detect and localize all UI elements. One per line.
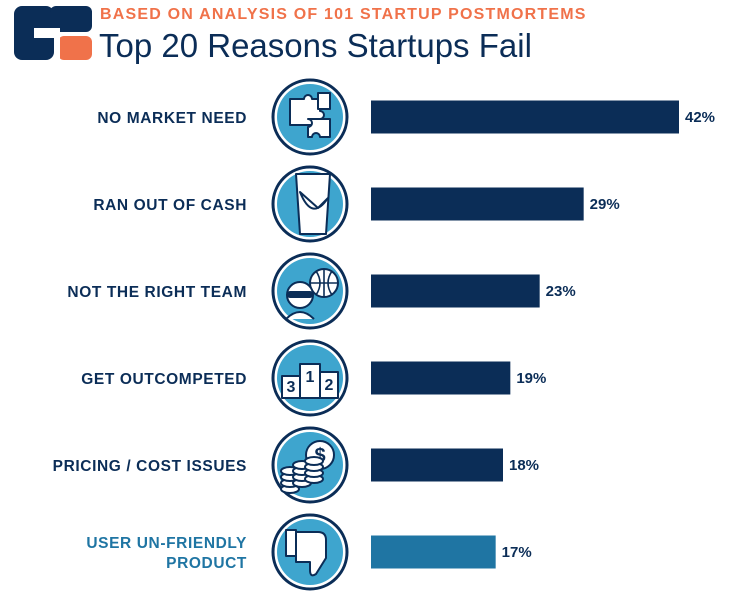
chart-title: Top 20 Reasons Startups Fail: [99, 27, 532, 64]
value-label: 42%: [685, 109, 715, 126]
category-label: GET OUTCOMPETED: [81, 371, 247, 388]
bar: [371, 187, 584, 221]
value-label: 23%: [546, 283, 576, 300]
podium-digit: 2: [325, 377, 334, 394]
bar: [371, 361, 511, 395]
value-label: 29%: [590, 196, 620, 213]
chart-subtitle: BASED ON ANALYSIS OF 101 STARTUP POSTMOR…: [100, 6, 587, 23]
category-label: NO MARKET NEED: [97, 110, 247, 127]
bar: [371, 274, 540, 308]
bar: [371, 448, 503, 482]
thumbs-down-icon: [271, 513, 349, 591]
logo-icon: [14, 6, 92, 60]
category-label: NOT THE RIGHT TEAM: [67, 284, 247, 301]
value-label: 18%: [509, 457, 539, 474]
value-label: 17%: [502, 544, 532, 561]
podium-digit: 1: [306, 369, 315, 386]
bar: [371, 535, 496, 569]
podium-icon: 13 2: [271, 339, 349, 417]
category-label: PRODUCT: [166, 555, 247, 572]
team-icon: [271, 252, 349, 330]
category-label: RAN OUT OF CASH: [93, 197, 247, 214]
value-label: 19%: [516, 370, 546, 387]
empty-pocket-icon: [271, 165, 349, 243]
coins-dollar-icon: $: [271, 426, 349, 504]
podium-digit: 3: [287, 379, 296, 396]
dollar-sign: $: [314, 445, 325, 467]
bar: [371, 100, 679, 134]
category-label: USER UN-FRIENDLY: [86, 535, 247, 552]
category-label: PRICING / COST ISSUES: [53, 458, 247, 475]
puzzle-icon: [271, 78, 349, 156]
